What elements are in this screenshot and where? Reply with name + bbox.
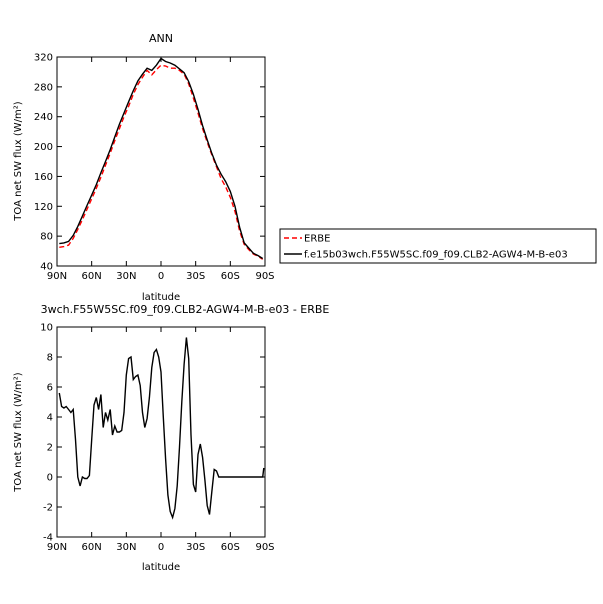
top-x-tick-label: 90S [255,271,274,282]
legend-box [279,228,597,264]
legend-entry-label: f.e15b03wch.F55W5SC.f09_f09.CLB2-AGW4-M-… [304,250,568,261]
top-y-tick-label: 40 [40,262,53,273]
legend-entry-label: ERBE [304,234,330,245]
top-y-tick-label: 280 [34,82,53,93]
bottom-y-tick-label: 6 [47,383,53,394]
top-series-line-0 [59,64,264,260]
top-y-tick-label: 120 [34,202,53,213]
bottom-x-tick-label: 60S [221,542,240,553]
bottom-chart-title: 3wch.F55W5SC.f09_f09.CLB2-AGW4-M-B-e03 -… [41,303,330,316]
bottom-x-tick-label: 0 [158,542,164,553]
bottom-x-tick-label: 30S [186,542,205,553]
bottom-y-tick-label: 8 [47,353,53,364]
bottom-x-tick-label: 60N [82,542,102,553]
top-x-axis-label: latitude [142,292,180,303]
top-series-line-1 [59,57,264,260]
top-y-tick-label: 240 [34,112,53,123]
bottom-y-tick-label: 4 [47,413,53,424]
bottom-series-line-0 [58,337,265,520]
top-x-tick-label: 60S [221,271,240,282]
top-y-tick-label: 320 [34,53,53,64]
bottom-x-tick-label: 90N [47,542,67,553]
top-x-tick-label: 30S [186,271,205,282]
bottom-y-tick-label: 10 [40,323,53,334]
bottom-y-tick-label: -4 [43,533,53,544]
bottom-y-tick-label: 2 [47,443,53,454]
bottom-x-tick-label: 30N [116,542,136,553]
top-x-tick-label: 60N [82,271,102,282]
top-plot-area: 90N 60N 30N 0 30S 60S 90S 40 80 120 160 200 240 280 32… [34,53,275,283]
top-y-axis-label: TOA net SW flux (W/m²) [13,101,24,221]
bottom-plot-area: 90N 60N 30N 0 30S 60S 90S -4 -2 0 2 4 6 8 10 [40,323,274,554]
bottom-y-axis-label: TOA net SW flux (W/m²) [13,372,24,492]
top-y-tick-label: 160 [34,172,53,183]
top-panel: ANN 90N 60N 30N 0 30S 60S 90S 40 80 120 160 200 240 2… [13,32,597,303]
bottom-x-axis-label: latitude [142,562,180,573]
bottom-x-tick-label: 90S [255,542,274,553]
top-chart-title: ANN [149,32,173,45]
bottom-y-tick-label: 0 [47,473,53,484]
top-y-tick-label: 200 [34,142,53,153]
top-plot-frame [56,56,266,267]
top-x-tick-label: 30N [116,271,136,282]
top-legend: ERBE f.e15b03wch.F55W5SC.f09_f09.CLB2-AGW… [279,228,597,264]
top-x-tick-label: 90N [47,271,67,282]
bottom-plot-frame [56,326,266,538]
top-y-tick-label: 80 [40,232,53,243]
bottom-panel: 3wch.F55W5SC.f09_f09.CLB2-AGW4-M-B-e03 -… [13,303,329,573]
top-x-tick-label: 0 [158,271,164,282]
bottom-y-tick-label: -2 [43,503,53,514]
